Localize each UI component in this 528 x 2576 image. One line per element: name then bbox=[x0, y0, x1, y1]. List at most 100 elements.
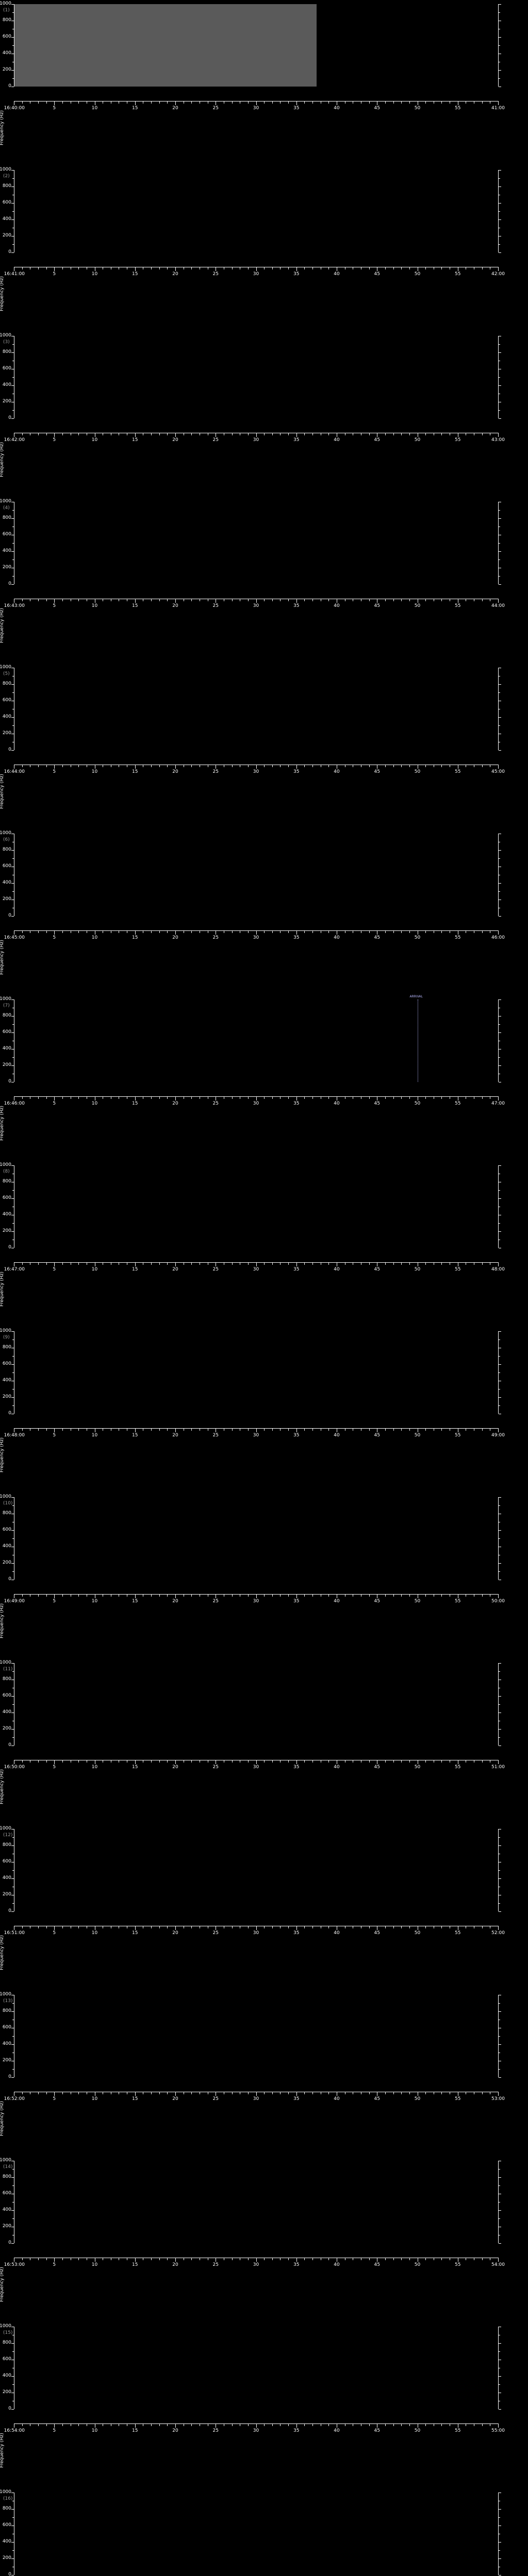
y-tick-label: 400 bbox=[2, 2539, 11, 2544]
x-tick-minor bbox=[159, 267, 160, 269]
y-tick-major bbox=[11, 1032, 14, 1033]
x-tick-minor bbox=[385, 930, 386, 933]
x-tick-minor bbox=[78, 1428, 79, 1431]
x-tick-label: 40 bbox=[334, 1433, 340, 1438]
y-tick-minor bbox=[12, 2036, 14, 2037]
y-tick-major bbox=[11, 2343, 14, 2344]
x-tick-major bbox=[54, 599, 55, 603]
x-tick-minor bbox=[46, 267, 47, 269]
x-tick-minor bbox=[304, 2424, 305, 2426]
x-tick-major bbox=[54, 101, 55, 105]
x-axis-start-time: 16:45:00 bbox=[4, 935, 25, 940]
y-tick-major bbox=[11, 1663, 14, 1664]
y-axis-right-spine bbox=[498, 1331, 499, 1414]
y-tick-major-right bbox=[499, 584, 501, 585]
x-tick-minor bbox=[46, 2424, 47, 2426]
x-axis-start-time: 16:46:00 bbox=[4, 1101, 25, 1106]
x-tick-minor bbox=[393, 1096, 394, 1099]
x-tick-minor bbox=[304, 101, 305, 104]
x-tick-minor bbox=[312, 267, 314, 269]
x-tick-major bbox=[175, 2424, 176, 2428]
y-axis-right-spine bbox=[498, 170, 499, 252]
y-axis-title: Frequency (Hz) bbox=[0, 276, 5, 311]
y-tick-major-right bbox=[499, 2343, 501, 2344]
x-tick-label: 20 bbox=[172, 1599, 178, 1604]
x-tick-minor bbox=[38, 765, 39, 767]
y-tick-minor bbox=[12, 1704, 14, 1705]
y-tick-major bbox=[11, 1911, 14, 1912]
x-tick-major bbox=[498, 599, 499, 603]
x-tick-minor bbox=[328, 2424, 329, 2426]
y-tick-major-right bbox=[499, 4, 501, 5]
x-tick-minor bbox=[441, 1760, 442, 1762]
x-tick-major bbox=[135, 1262, 136, 1266]
x-tick-minor bbox=[151, 2092, 152, 2094]
x-tick-minor bbox=[393, 1760, 394, 1762]
y-tick-label: 0 bbox=[8, 415, 11, 420]
x-tick-major bbox=[135, 1428, 136, 1432]
y-tick-minor-right bbox=[499, 1356, 500, 1357]
panel-index-label: (16) bbox=[3, 2496, 13, 2501]
x-tick-minor bbox=[288, 101, 289, 104]
plot-area bbox=[14, 2327, 498, 2409]
x-tick-minor bbox=[385, 2424, 386, 2426]
x-tick-minor bbox=[385, 1594, 386, 1597]
y-tick-major bbox=[11, 219, 14, 220]
x-tick-major bbox=[54, 2092, 55, 2096]
y-tick-minor bbox=[12, 2550, 14, 2551]
y-tick-major bbox=[11, 1729, 14, 1730]
x-tick-minor bbox=[78, 267, 79, 269]
y-tick-minor-right bbox=[499, 543, 500, 544]
x-tick-label: 45 bbox=[374, 1930, 380, 1936]
x-tick-minor bbox=[167, 1594, 168, 1597]
x-tick-minor bbox=[264, 765, 265, 767]
x-tick-label: 35 bbox=[293, 1267, 300, 1272]
x-tick-minor bbox=[272, 1926, 273, 1928]
x-tick-minor bbox=[385, 101, 386, 104]
y-tick-label: 400 bbox=[2, 50, 11, 56]
x-tick-minor bbox=[264, 1096, 265, 1099]
x-tick-minor bbox=[264, 599, 265, 601]
x-tick-label: 10 bbox=[91, 1930, 98, 1936]
x-tick-label: 25 bbox=[212, 1930, 219, 1936]
x-tick-minor bbox=[151, 433, 152, 435]
x-tick-minor bbox=[312, 1926, 314, 1928]
x-tick-minor bbox=[409, 1594, 410, 1597]
x-tick-major bbox=[135, 1096, 136, 1100]
x-tick-minor bbox=[369, 2258, 370, 2260]
y-tick-major bbox=[11, 4, 14, 5]
y-tick-minor bbox=[12, 1671, 14, 1672]
x-tick-label: 25 bbox=[212, 1101, 219, 1106]
x-tick-minor bbox=[151, 1760, 152, 1762]
y-tick-minor bbox=[12, 2003, 14, 2004]
x-tick-minor bbox=[264, 1428, 265, 1431]
x-tick-minor bbox=[248, 1760, 249, 1762]
x-tick-label: 25 bbox=[212, 2428, 219, 2433]
x-tick-minor bbox=[409, 765, 410, 767]
x-tick-minor bbox=[159, 765, 160, 767]
y-tick-label: 200 bbox=[2, 2389, 11, 2395]
x-tick-minor bbox=[482, 1594, 483, 1597]
x-tick-major bbox=[175, 267, 176, 271]
y-tick-minor bbox=[12, 1737, 14, 1738]
y-tick-minor-right bbox=[499, 1837, 500, 1838]
y-tick-label: 0 bbox=[8, 2074, 11, 2079]
y-axis-right-spine bbox=[498, 1829, 499, 1911]
y-tick-minor bbox=[12, 244, 14, 245]
x-axis-end-time-label: 46:00 bbox=[491, 935, 505, 940]
y-axis-title: Frequency (Hz) bbox=[0, 608, 5, 643]
x-tick-minor bbox=[46, 1096, 47, 1099]
y-tick-label: 600 bbox=[2, 2191, 11, 2196]
x-tick-minor bbox=[22, 1594, 23, 1597]
y-tick-minor bbox=[12, 2517, 14, 2518]
y-tick-major-right bbox=[499, 1165, 501, 1166]
x-tick-minor bbox=[46, 765, 47, 767]
y-axis-right-spine bbox=[498, 1663, 499, 1745]
x-tick-minor bbox=[401, 765, 402, 767]
x-tick-major bbox=[296, 930, 297, 935]
x-tick-minor bbox=[328, 765, 329, 767]
x-axis-start-time-label: 16:41:00 bbox=[4, 272, 25, 277]
x-axis-end-time-label: 47:00 bbox=[491, 1101, 505, 1106]
x-tick-label: 5 bbox=[53, 1599, 56, 1604]
y-tick-major-right bbox=[499, 999, 501, 1000]
